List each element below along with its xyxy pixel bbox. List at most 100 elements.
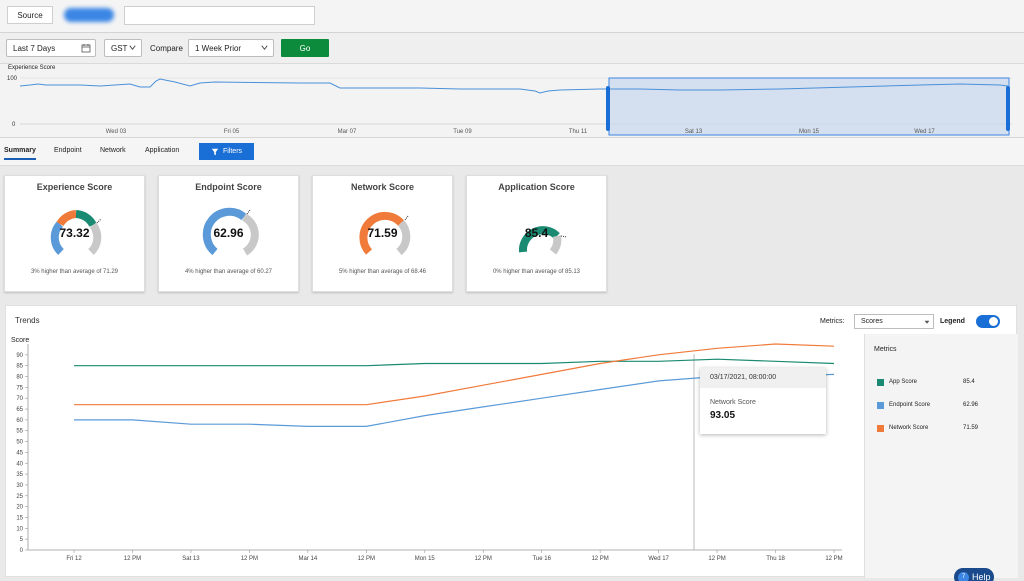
experience-score-card[interactable]: Experience Score 73.32 3% higher than av…	[4, 175, 145, 292]
overview-xtick-label: Fri 05	[224, 129, 240, 135]
card-value: 73.32	[59, 226, 90, 240]
chevron-down-icon	[129, 45, 136, 51]
overview-xtick-label: Tue 09	[453, 129, 472, 135]
tooltip-datetime: 03/17/2021, 08:00:00	[700, 368, 826, 388]
y-tick-label: 45	[16, 450, 23, 456]
overview-xtick-label: Mon 15	[799, 129, 820, 135]
y-tick-label: 0	[20, 548, 24, 554]
overview-xtick-label: Wed 17	[914, 129, 935, 135]
x-tick-label: 12 PM	[124, 556, 141, 562]
date-range-picker[interactable]: Last 7 Days	[6, 39, 96, 57]
calendar-icon	[81, 44, 91, 53]
series-line-app-score[interactable]	[74, 358, 835, 367]
tab-application[interactable]: Application	[145, 147, 180, 154]
tab-bar: Summary Endpoint Network Application Fil…	[0, 138, 1024, 166]
compare-select[interactable]: 1 Week Prior	[188, 39, 274, 57]
endpoint-score-card[interactable]: Endpoint Score 62.96 4% higher than aver…	[158, 175, 299, 292]
legend-item-endpoint-score[interactable]: Endpoint Score 62.96	[877, 399, 1007, 411]
y-tick-label: 55	[16, 429, 23, 435]
x-tick-label: 12 PM	[825, 556, 842, 562]
x-tick-label: Tue 16	[532, 556, 551, 562]
tooltip-value: 93.05	[710, 410, 736, 421]
x-tick-label: Wed 17	[648, 556, 669, 562]
source-input[interactable]	[124, 6, 315, 25]
x-tick-label: 12 PM	[358, 556, 375, 562]
application-score-card[interactable]: Application Score 85.4 0% higher than av…	[466, 175, 607, 292]
metrics-select-value: Scores	[861, 318, 883, 325]
legend-swatch	[877, 424, 884, 432]
overview-xtick-label: Wed 03	[106, 129, 127, 135]
legend-item-network-score[interactable]: Network Score 71.59	[877, 422, 1007, 434]
y-tick-label: 65	[16, 407, 23, 413]
source-button[interactable]: Source	[7, 6, 53, 24]
y-tick-label: 30	[16, 483, 23, 489]
tooltip-series: Network Score	[710, 399, 756, 406]
overview-xtick-label: Sat 13	[685, 129, 703, 135]
series-line-network-score[interactable]	[74, 343, 835, 406]
card-title: Network Score	[350, 182, 415, 192]
y-tick-label: 15	[16, 515, 23, 521]
timezone-value: GST	[111, 43, 128, 53]
overview-timeline[interactable]: Experience Score 100 0 Wed 03 Fri 05 Mar 0…	[0, 63, 1024, 138]
x-tick-label: 12 PM	[708, 556, 725, 562]
filters-button[interactable]: Filters	[199, 143, 254, 160]
card-value: 62.96	[213, 226, 244, 240]
application-gauge	[518, 226, 568, 255]
card-subtitle: 0% higher than average of 85.13	[492, 269, 581, 275]
experience-gauge	[50, 210, 102, 255]
legend-item-label: Endpoint Score	[889, 402, 931, 408]
legend-swatch	[877, 378, 884, 386]
x-tick-label: Mar 14	[299, 556, 318, 562]
help-badge: 7	[958, 571, 969, 581]
y-tick-label: 80	[16, 375, 23, 381]
card-value: 85.4	[524, 226, 549, 240]
date-range-value: Last 7 Days	[13, 43, 56, 53]
tab-network[interactable]: Network	[100, 147, 126, 154]
y-axis-label: Score	[11, 337, 30, 344]
metrics-select[interactable]: Scores	[854, 314, 934, 329]
source-chip-redacted[interactable]	[64, 8, 114, 22]
help-label: Help	[972, 572, 991, 581]
timezone-select[interactable]: GST	[104, 39, 142, 57]
y-tick-label: 25	[16, 494, 23, 500]
legend-item-value: 85.4	[963, 379, 975, 385]
card-subtitle: 4% higher than average of 60.27	[184, 269, 273, 275]
legend-item-value: 62.96	[963, 402, 979, 408]
overview-title: Experience Score	[8, 65, 56, 71]
x-tick-label: Sat 13	[182, 556, 200, 562]
chevron-down-icon	[924, 320, 930, 324]
overview-handle-right[interactable]	[1006, 86, 1010, 131]
tab-summary[interactable]: Summary	[4, 147, 36, 160]
go-button[interactable]: Go	[281, 39, 329, 57]
overview-handle-left[interactable]	[606, 86, 610, 131]
y-tick-label: 20	[16, 505, 23, 511]
help-button[interactable]: 7 Help	[954, 568, 994, 581]
compare-label: Compare	[150, 44, 183, 53]
tab-endpoint[interactable]: Endpoint	[54, 147, 82, 154]
y-tick-label: 5	[20, 537, 24, 543]
card-subtitle: 5% higher than average of 68.46	[338, 269, 427, 275]
overview-selection[interactable]	[608, 77, 1010, 136]
network-gauge	[359, 211, 411, 256]
legend-item-label: App Score	[889, 379, 918, 385]
overview-chart: 100 0 Wed 03 Fri 05 Mar 07 Tue 09 Thu 11 Sat …	[7, 76, 1012, 136]
network-score-card[interactable]: Network Score 71.59 5% higher than avera…	[312, 175, 453, 292]
x-tick-label: Mon 15	[415, 556, 436, 562]
card-title: Endpoint Score	[195, 182, 262, 192]
legend-toggle[interactable]	[976, 315, 1000, 328]
legend-item-app-score[interactable]: App Score 85.4	[877, 376, 1007, 388]
x-tick-label: 12 PM	[475, 556, 492, 562]
legend-item-label: Network Score	[889, 425, 929, 431]
overview-xtick-label: Mar 07	[338, 129, 357, 135]
overview-xtick-label: Thu 11	[569, 129, 588, 135]
y-tick-label: 75	[16, 385, 23, 391]
y-tick-label: 90	[16, 353, 23, 359]
y-tick-label: 10	[16, 526, 23, 532]
chart-tooltip: 03/17/2021, 08:00:00 Network Score 93.05	[700, 368, 826, 434]
trends-chart[interactable]: 0 5 10 15 20 25 30 35 40 45 50 55 60 65 70 75 80 85 90 Fri …	[6, 334, 858, 578]
source-bar: Source	[0, 0, 1024, 33]
trends-panel: Trends Metrics: Scores Legend Score 0 5 10…	[5, 305, 1018, 578]
y-tick-label: 85	[16, 364, 23, 370]
y-tick-label: 70	[16, 396, 23, 402]
x-tick-label: Thu 18	[766, 556, 785, 562]
